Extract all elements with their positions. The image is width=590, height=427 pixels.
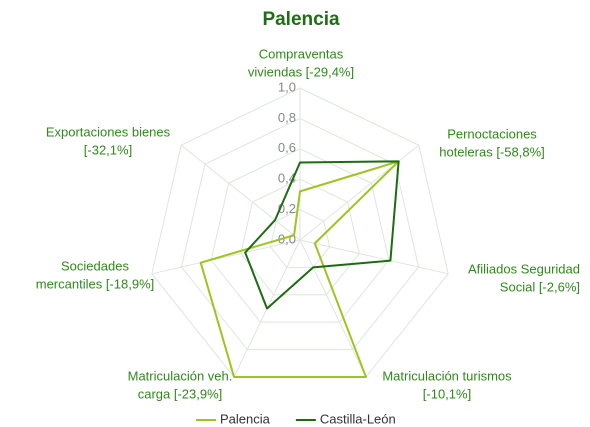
axis-label: Pernoctaciones xyxy=(447,126,537,141)
spoke xyxy=(151,239,301,275)
axis-label: Compraventas xyxy=(259,46,344,61)
spoke xyxy=(180,144,301,241)
y-tick-label: 0,8 xyxy=(278,110,296,125)
series-line xyxy=(244,160,400,310)
axis-label: hoteleras [-58,8%] xyxy=(439,144,545,159)
axis-label: [-10,1%] xyxy=(423,386,471,401)
axis-label: Matriculación turismos xyxy=(382,368,512,383)
axis-label: Exportaciones bienes xyxy=(46,124,171,139)
axis-label: mercantiles [-18,9%] xyxy=(36,276,155,291)
spoke xyxy=(299,144,420,241)
chart-title: Palencia xyxy=(262,9,340,30)
axis-label: Afiliados Seguridad xyxy=(468,261,580,276)
legend-label: Palencia xyxy=(220,411,271,426)
series-line xyxy=(199,160,400,378)
axis-label: Social [-2,6%] xyxy=(500,279,580,294)
y-tick-label: 1,0 xyxy=(278,79,296,94)
spoke xyxy=(299,239,367,378)
axis-label: viviendas [-29,4%] xyxy=(248,64,354,79)
axis-label: Matriculación veh. xyxy=(128,368,233,383)
grid-ring xyxy=(210,148,390,323)
axis-label: [-32,1%] xyxy=(84,142,132,157)
axis-label: Sociedades xyxy=(61,258,129,273)
grid-ring xyxy=(180,117,420,351)
y-tick-label: 0,6 xyxy=(278,140,296,155)
axis-label: carga [-23,9%] xyxy=(138,386,223,401)
grid-ring xyxy=(269,209,331,268)
legend-label: Castilla-León xyxy=(320,411,396,426)
spoke xyxy=(299,239,449,275)
